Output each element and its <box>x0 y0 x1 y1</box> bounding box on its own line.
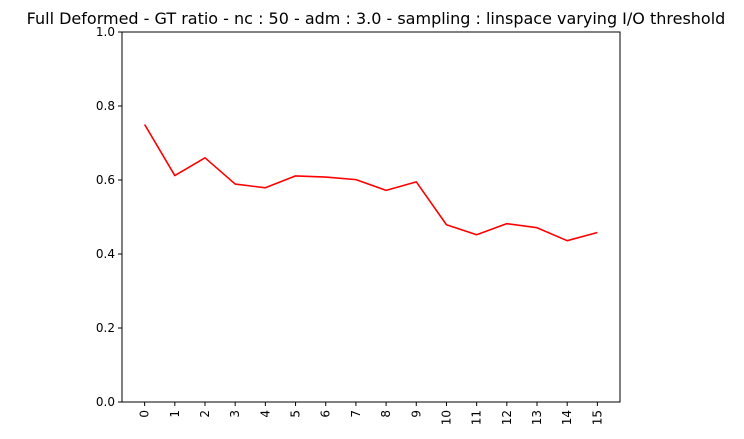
y-tick-label: 0.4 <box>96 247 115 261</box>
x-tick-label: 6 <box>319 410 333 418</box>
x-tick-label: 8 <box>379 410 393 418</box>
y-tick-label: 1.0 <box>96 25 115 39</box>
y-tick-label: 0.2 <box>96 321 115 335</box>
x-tick-label: 14 <box>560 410 574 425</box>
x-tick-label: 3 <box>228 410 242 418</box>
x-tick-label: 4 <box>258 410 272 418</box>
chart-title: Full Deformed - GT ratio - nc : 50 - adm… <box>27 9 726 28</box>
x-tick-label: 1 <box>168 410 182 418</box>
axes-frame <box>121 31 621 403</box>
x-tick-label: 11 <box>470 410 484 425</box>
x-tick-label: 5 <box>289 410 303 418</box>
x-tick-label: 2 <box>198 410 212 418</box>
x-tick-label: 15 <box>590 410 604 425</box>
x-tick-label: 7 <box>349 410 363 418</box>
y-tick-label: 0.6 <box>96 173 115 187</box>
x-tick-label: 0 <box>138 410 152 418</box>
y-tick-label: 0.8 <box>96 99 115 113</box>
x-tick-label: 9 <box>409 410 423 418</box>
x-tick-label: 13 <box>530 410 544 425</box>
plot-area: 0.00.20.40.60.81.00 1 2 3 4 5 6 7 8 9 10 11 12 13 14 15 <box>96 25 621 425</box>
y-tick-label: 0.0 <box>96 395 115 409</box>
series-line <box>143 124 598 242</box>
x-tick-label: 12 <box>500 410 514 425</box>
x-tick-label: 10 <box>439 410 453 425</box>
